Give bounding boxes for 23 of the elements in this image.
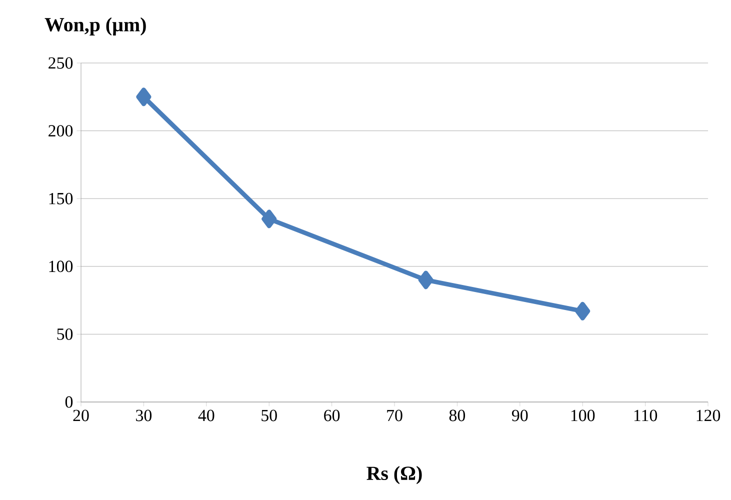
y-tick-label: 50 [57,328,73,340]
x-tick-label: 60 [324,410,340,422]
x-tick-label: 120 [696,410,720,422]
x-tick-label: 40 [198,410,214,422]
x-tick-label: 100 [571,410,595,422]
x-tick-label: 30 [136,410,152,422]
x-axis-title: Rs (Ω) [366,466,422,484]
x-tick-label: 70 [387,410,402,422]
x-tick-label: 20 [73,410,89,422]
y-tick-label: 250 [48,57,73,69]
y-tick-label: 0 [65,396,73,408]
x-tick-label: 80 [449,410,466,422]
y-axis-title: Won,p (µm) [44,17,146,36]
x-tick-label: 110 [634,410,658,422]
x-tick-label: 90 [512,410,528,422]
point [418,270,434,290]
y-tick-label: 100 [49,260,73,272]
point [136,88,152,106]
point [262,210,277,228]
y-tick-label: 150 [49,192,73,204]
y-tick-label: 200 [48,125,73,137]
point [575,302,590,320]
x-tick-label: 50 [262,410,277,422]
